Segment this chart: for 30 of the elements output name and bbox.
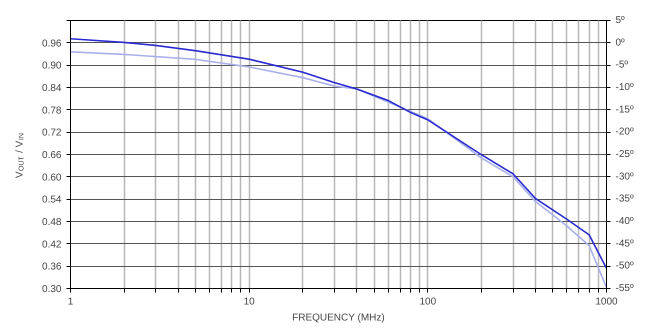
y-tick-label: 0.90 <box>42 60 62 72</box>
y2-tick-label: -5º <box>616 60 628 71</box>
y-tick-label: 0.84 <box>42 83 62 94</box>
x-tick-label: 1000 <box>595 296 618 308</box>
x-tick-label: 100 <box>419 296 437 308</box>
x-axis-title: FREQUENCY (MHz) <box>292 312 385 324</box>
y2-tick-label: -45º <box>616 238 634 250</box>
y2-tick-label: -55º <box>616 283 634 294</box>
y2-tick-label: -35º <box>616 194 634 205</box>
y2-tick-label: 5º <box>616 15 626 26</box>
y2-tick-label: -25º <box>616 149 634 160</box>
y2-tick-label: -15º <box>616 104 634 116</box>
y2-tick-label: -30º <box>616 171 634 182</box>
y-tick-label: 0.54 <box>42 194 62 206</box>
y2-tick-label: -20º <box>616 126 634 138</box>
y-tick-label: 0.30 <box>42 284 62 295</box>
y2-tick-label: 0º <box>616 37 626 48</box>
y-tick-label: 0.66 <box>42 150 62 161</box>
y-tick-label: 0.48 <box>42 217 62 228</box>
y-tick-label: 0.60 <box>42 172 62 184</box>
y-tick-label: 0.42 <box>42 239 62 250</box>
y2-tick-label: -40º <box>616 216 634 227</box>
y2-tick-label: -10º <box>616 82 634 93</box>
y-tick-label: 0.96 <box>42 38 62 50</box>
x-tick-label: 10 <box>244 296 256 308</box>
y-tick-label: 0.36 <box>42 262 62 273</box>
y2-tick-label: -50º <box>616 260 634 272</box>
y-tick-label: 0.78 <box>42 105 62 116</box>
y-tick-label: 0.72 <box>42 128 62 139</box>
x-tick-label: 1 <box>68 296 74 308</box>
